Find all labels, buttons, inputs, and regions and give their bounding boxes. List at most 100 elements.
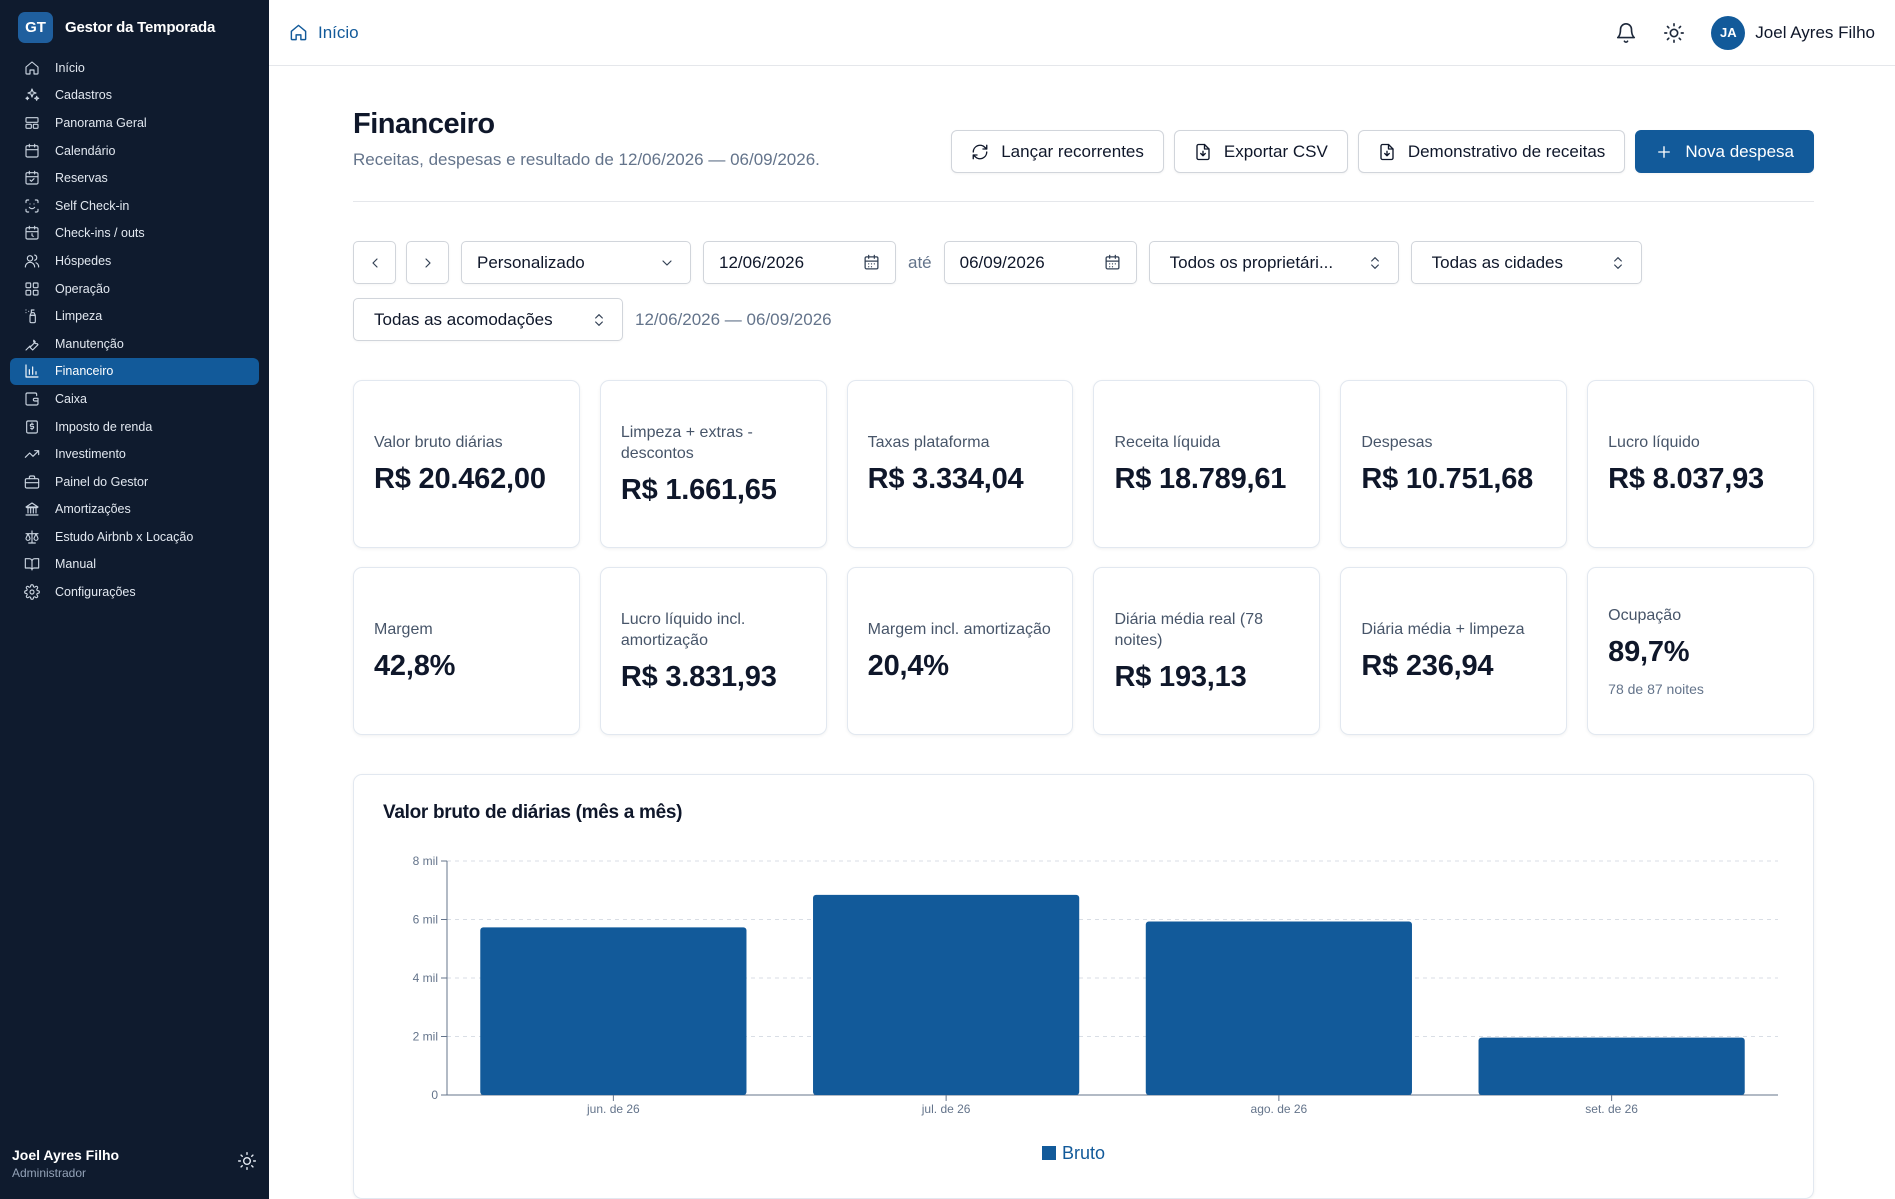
sidebar-item-label: Investimento: [55, 447, 126, 462]
bar: [480, 927, 747, 1095]
kpi-label: Despesas: [1361, 434, 1433, 451]
kpi-value: R$ 18.789,61: [1114, 463, 1287, 495]
avatar[interactable]: JA: [1711, 15, 1746, 50]
kpi-label: Lucro líquido incl. amortização: [620, 610, 746, 649]
sidebar-item[interactable]: Manual: [10, 551, 259, 579]
sidebar-item[interactable]: Investimento: [10, 440, 259, 468]
bell-icon[interactable]: [1615, 22, 1637, 44]
sidebar-item-label: Manual: [55, 557, 96, 572]
x-tick-label: ago. de 26: [1251, 1102, 1308, 1116]
kpi-card: Taxas plataforma R$ 3.334,04: [846, 380, 1074, 548]
kpi-value: R$ 20.462,00: [374, 463, 546, 495]
chevrons-up-down-icon: [1370, 256, 1379, 269]
end-date-input[interactable]: 06/09/2026: [943, 241, 1137, 284]
sidebar-item[interactable]: Cadastros: [10, 82, 259, 110]
owners-select[interactable]: Todos os proprietári...: [1148, 241, 1399, 284]
sidebar-item[interactable]: Panorama Geral: [10, 109, 259, 137]
sidebar-item-label: Manutenção: [55, 336, 124, 351]
kpi-card: Despesas R$ 10.751,68: [1340, 380, 1568, 548]
kpi-value: 89,7%: [1608, 636, 1690, 668]
sidebar-item[interactable]: Reservas: [10, 164, 259, 192]
sidebar-user: Joel Ayres Filho Administrador: [12, 1147, 119, 1180]
trending-up-icon: [24, 450, 40, 459]
sidebar-item[interactable]: Check-ins / outs: [10, 220, 259, 248]
sidebar: GT Gestor da Temporada Início Cadastros Pa…: [0, 0, 269, 1199]
theme-toggle-sun-icon[interactable]: [237, 1151, 257, 1176]
sidebar-item[interactable]: Imposto de renda: [10, 413, 259, 441]
sidebar-item-label: Self Check-in: [55, 198, 130, 213]
new-expense-button[interactable]: Nova despesa: [1635, 130, 1814, 173]
kpi-card: Diária média real (78 noites) R$ 193,13: [1093, 567, 1321, 735]
kpi-label: Lucro líquido: [1608, 434, 1700, 451]
sidebar-item[interactable]: Configurações: [10, 578, 259, 606]
sidebar-item-label: Estudo Airbnb x Locação: [55, 529, 194, 544]
sidebar-item[interactable]: Estudo Airbnb x Locação: [10, 523, 259, 551]
kpi-card: Receita líquida R$ 18.789,61: [1093, 380, 1321, 548]
kpi-value: 20,4%: [867, 650, 949, 682]
kpi-value: R$ 236,94: [1361, 650, 1494, 682]
x-tick-label: jul. de 26: [921, 1102, 971, 1116]
next-period-button[interactable]: [406, 241, 449, 284]
launch-recurring-button[interactable]: Lançar recorrentes: [951, 130, 1164, 173]
users-icon: [24, 254, 40, 268]
end-date-value: 06/09/2026: [959, 252, 1045, 272]
kpi-card: Limpeza + extras - descontos R$ 1.661,65: [599, 380, 827, 548]
previous-period-button[interactable]: [353, 241, 396, 284]
x-tick-label: set. de 26: [1585, 1102, 1638, 1116]
kpi-card: Margem incl. amortização 20,4%: [846, 567, 1074, 735]
sidebar-item[interactable]: Financeiro: [10, 357, 259, 386]
sidebar-item[interactable]: Limpeza: [10, 302, 259, 330]
book-icon: [24, 558, 40, 572]
topbar-user-name[interactable]: Joel Ayres Filho: [1755, 22, 1875, 42]
kpi-cards: Valor bruto diárias R$ 20.462,00 Limpeza +…: [353, 380, 1814, 735]
spray-bottle-icon: [25, 309, 36, 324]
sidebar-item-label: Início: [55, 60, 85, 75]
sidebar-item[interactable]: Manutenção: [10, 330, 259, 358]
sidebar-item[interactable]: Início: [10, 54, 259, 82]
sidebar-item-label: Operação: [55, 281, 110, 296]
sun-icon[interactable]: [1663, 22, 1685, 44]
sidebar-item[interactable]: Painel do Gestor: [10, 468, 259, 496]
y-tick-label: 6 mil: [413, 913, 438, 927]
start-date-value: 12/06/2026: [719, 252, 805, 272]
bar: [813, 894, 1080, 1095]
sidebar-footer: Joel Ayres Filho Administrador: [0, 1127, 269, 1199]
cities-select[interactable]: Todas as cidades: [1410, 241, 1642, 284]
receipt-icon: [26, 419, 38, 434]
briefcase-icon: [24, 475, 40, 489]
export-csv-button[interactable]: Exportar CSV: [1173, 130, 1348, 173]
sidebar-item-label: Configurações: [55, 585, 136, 600]
sidebar-item[interactable]: Calendário: [10, 137, 259, 165]
kpi-card: Lucro líquido incl. amortização R$ 3.831,…: [599, 567, 827, 735]
sidebar-item[interactable]: Caixa: [10, 385, 259, 413]
sidebar-item[interactable]: Amortizações: [10, 496, 259, 524]
properties-select[interactable]: Todas as acomodações: [353, 298, 623, 341]
chevron-right-icon: [424, 257, 431, 268]
kpi-note: 78 de 87 noites: [1608, 681, 1704, 697]
income-statement-button[interactable]: Demonstrativo de receitas: [1357, 130, 1626, 173]
scan-icon: [25, 199, 39, 213]
kpi-value: R$ 10.751,68: [1361, 463, 1534, 495]
kpi-label: Diária média + limpeza: [1361, 621, 1525, 638]
sidebar-item[interactable]: Self Check-in: [10, 192, 259, 220]
y-tick-label: 8 mil: [413, 854, 438, 868]
kpi-label: Taxas plataforma: [867, 434, 990, 451]
brand[interactable]: GT Gestor da Temporada: [0, 0, 269, 54]
file-download-icon: [1196, 143, 1210, 160]
cities-select-value: Todas as cidades: [1431, 252, 1564, 272]
date-range-separator: até: [908, 252, 932, 272]
sidebar-item[interactable]: Operação: [10, 275, 259, 303]
gross-revenue-chart-card: Valor bruto de diárias (mês a mês) 0 2 mi…: [353, 774, 1814, 1199]
period-select[interactable]: Personalizado: [461, 241, 691, 284]
start-date-input[interactable]: 12/06/2026: [703, 241, 896, 284]
sidebar-nav: Início Cadastros Panorama Geral Calendário R…: [0, 54, 269, 606]
header-actions: Lançar recorrentes Exportar CSV Demonstr…: [941, 130, 1814, 173]
wrench-icon: [25, 339, 39, 351]
main-content: Financeiro Receitas, despesas e resultad…: [353, 66, 1814, 1199]
breadcrumb[interactable]: Início: [289, 23, 359, 43]
breadcrumb-home[interactable]: Início: [318, 22, 359, 42]
filters: Personalizado 12/06/2026 até 06/09/2026 …: [353, 241, 1814, 355]
sidebar-item[interactable]: Hóspedes: [10, 247, 259, 275]
new-expense-label: Nova despesa: [1685, 141, 1794, 161]
kpi-value: R$ 193,13: [1114, 660, 1247, 693]
